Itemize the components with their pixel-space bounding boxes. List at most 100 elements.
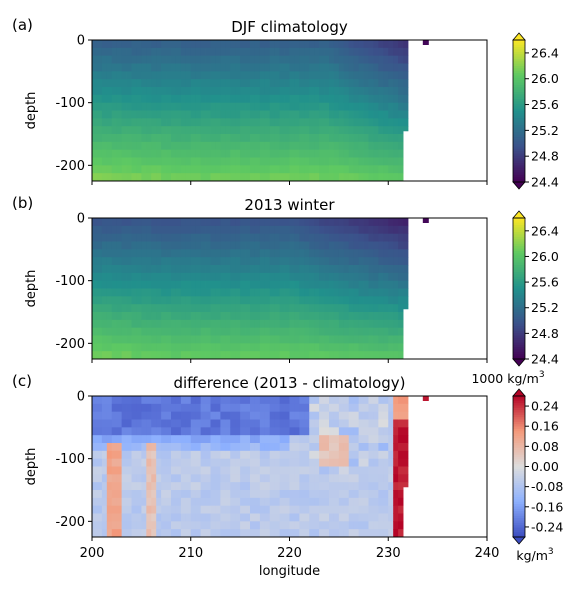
- heatmap-cell: [131, 411, 137, 420]
- heatmap-cell: [175, 87, 182, 96]
- heatmap-cell: [161, 427, 167, 436]
- heatmap-cell: [126, 312, 132, 321]
- heatmap-cell: [121, 265, 127, 274]
- heatmap-cell: [156, 396, 162, 405]
- heatmap-cell: [190, 134, 197, 143]
- heatmap-cell: [185, 466, 192, 475]
- heatmap-cell: [353, 319, 360, 329]
- heatmap-cell: [250, 149, 256, 158]
- heatmap-cell: [403, 47, 409, 57]
- heatmap-cell: [304, 304, 310, 313]
- heatmap-cell: [116, 435, 123, 444]
- heatmap-cell: [269, 233, 276, 242]
- heatmap-cell: [131, 296, 137, 305]
- heatmap-cell: [96, 110, 103, 119]
- heatmap-cell: [289, 335, 295, 344]
- heatmap-cell: [161, 521, 167, 530]
- heatmap-cell: [314, 272, 320, 282]
- heatmap-cell: [240, 280, 246, 289]
- heatmap-cell: [131, 79, 137, 88]
- heatmap-cell: [96, 403, 103, 413]
- heatmap-cell: [136, 118, 142, 127]
- heatmap-cell: [259, 126, 266, 135]
- heatmap-cell: [254, 233, 261, 242]
- heatmap-cell: [254, 458, 261, 467]
- heatmap-cell: [254, 335, 261, 344]
- heatmap-cell: [175, 118, 182, 127]
- colorbar-tick-label: 25.2: [531, 300, 559, 315]
- heatmap-cell: [210, 265, 216, 274]
- heatmap-cell: [343, 319, 350, 329]
- heatmap-cell: [378, 118, 384, 127]
- heatmap-cell: [161, 319, 167, 329]
- heatmap-cell: [358, 118, 364, 127]
- heatmap-cell: [383, 490, 389, 499]
- heatmap-cell: [383, 249, 389, 258]
- heatmap-cell: [166, 343, 172, 352]
- heatmap-cell: [309, 296, 315, 305]
- heatmap-cell: [161, 110, 167, 119]
- heatmap-cell: [180, 94, 187, 104]
- heatmap-cell: [121, 435, 127, 444]
- heatmap-cell: [210, 63, 216, 72]
- heatmap-cell: [175, 241, 182, 250]
- heatmap-cell: [175, 474, 182, 483]
- heatmap-cell: [309, 327, 315, 336]
- heatmap-cell: [324, 343, 330, 352]
- heatmap-cell: [235, 157, 241, 166]
- heatmap-cell: [136, 241, 142, 250]
- heatmap-cell: [185, 474, 192, 483]
- heatmap-cell: [161, 450, 167, 460]
- colorbar-segment: [513, 253, 525, 257]
- heatmap-cell: [353, 435, 360, 444]
- heatmap-cell: [156, 102, 162, 111]
- heatmap-cell: [403, 435, 409, 444]
- heatmap-cell: [358, 173, 364, 182]
- heatmap-cell: [215, 241, 221, 250]
- heatmap-cell: [230, 134, 236, 143]
- heatmap-cell: [230, 312, 236, 321]
- heatmap-cell: [338, 141, 345, 151]
- heatmap-cell: [363, 466, 369, 475]
- heatmap-cell: [220, 482, 226, 491]
- heatmap-cell: [333, 110, 340, 119]
- heatmap-cell: [175, 335, 182, 344]
- heatmap-cell: [329, 403, 335, 413]
- heatmap-cell: [348, 513, 355, 522]
- heatmap-cell: [289, 134, 295, 143]
- heatmap-cell: [324, 450, 330, 460]
- heatmap-cell: [235, 102, 241, 111]
- heatmap-cell: [151, 327, 157, 336]
- heatmap-cell: [111, 466, 118, 475]
- heatmap-cell: [126, 304, 132, 313]
- heatmap-cell: [96, 521, 103, 530]
- heatmap-cell: [259, 173, 266, 182]
- colorbar-segment: [513, 499, 525, 503]
- heatmap-cell: [180, 141, 187, 151]
- colorbar-segment: [513, 319, 525, 322]
- heatmap-cell: [101, 157, 108, 166]
- heatmap-cell: [195, 165, 202, 174]
- heatmap-cell: [195, 47, 202, 57]
- heatmap-cell: [245, 529, 251, 538]
- heatmap-cell: [156, 118, 162, 127]
- heatmap-cell: [329, 319, 335, 329]
- heatmap-cell: [92, 296, 98, 305]
- heatmap-cell: [245, 296, 251, 305]
- heatmap-cell: [166, 411, 172, 420]
- heatmap-cell: [215, 87, 221, 96]
- heatmap-cell: [289, 505, 295, 514]
- heatmap-cell: [373, 505, 379, 514]
- heatmap-cell: [205, 165, 211, 174]
- heatmap-cell: [126, 419, 132, 428]
- heatmap-cell: [304, 466, 310, 475]
- heatmap-cell: [225, 529, 231, 538]
- heatmap-cell: [111, 351, 118, 360]
- heatmap-cell: [314, 257, 320, 266]
- heatmap-cell: [304, 149, 310, 158]
- heatmap-cell: [274, 419, 281, 428]
- heatmap-cell: [156, 249, 162, 258]
- heatmap-cell: [240, 529, 246, 538]
- heatmap-cell: [245, 265, 251, 274]
- heatmap-cell: [403, 257, 409, 266]
